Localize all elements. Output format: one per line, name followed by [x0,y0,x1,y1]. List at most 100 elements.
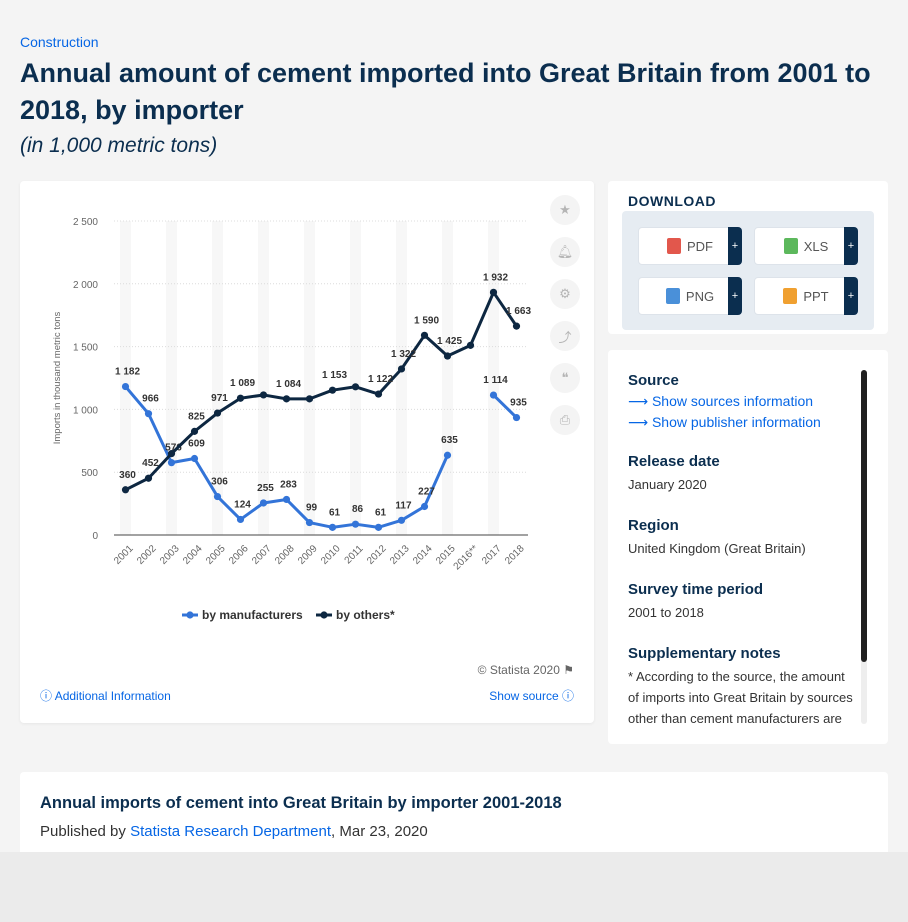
data-label: 1 182 [115,367,140,378]
data-point [374,390,383,398]
data-label: 283 [280,479,297,490]
data-point [190,427,199,435]
bell-icon[interactable]: 🔔︎ [550,237,580,267]
publisher-link[interactable]: ⟶ Show publisher information [628,414,821,430]
plus-icon[interactable]: + [844,277,858,315]
png-file-icon [665,288,680,304]
column-band [350,221,361,535]
data-label: 1 122 [368,374,393,385]
sources-link[interactable]: ⟶ Show sources information [628,393,814,409]
star-icon[interactable]: ★ [550,195,580,225]
data-point [259,499,268,507]
data-point [466,341,475,349]
data-label: 255 [257,483,274,494]
download-png-button[interactable]: PNG + [638,277,742,315]
data-point [282,395,291,403]
additional-info-link[interactable]: ⓘ Additional Information [40,689,171,703]
data-point [167,459,176,467]
x-tick-label: 2001 [112,543,136,567]
plus-icon[interactable]: + [728,277,742,315]
publication-card: Annual imports of cement into Great Brit… [20,772,888,852]
ppt-file-icon [783,288,798,304]
download-title: DOWNLOAD [628,193,716,209]
data-label: 99 [306,503,318,514]
data-point [351,520,360,528]
data-point [397,365,406,373]
y-tick-label: 500 [81,468,98,479]
data-label: 825 [188,411,205,422]
department-link[interactable]: Statista Research Department [130,823,332,840]
download-ppt-button[interactable]: PPT + [754,277,858,315]
data-point [305,395,314,403]
published-by: Published by Statista Research Departmen… [40,823,428,840]
data-label: 576 [165,443,182,454]
arrow-right-icon: ⟶ [628,393,649,409]
x-tick-label: 2003 [158,543,182,567]
info-scrollbar[interactable] [861,370,867,724]
data-point [213,492,222,501]
page-title: Annual amount of cement imported into Gr… [20,58,871,125]
download-pdf-button[interactable]: PDF + [638,227,742,265]
data-label: 452 [142,458,159,469]
column-band [442,221,453,535]
release-date-label: Release date [628,453,720,470]
y-axis-title: Imports in thousand metric tons [52,311,63,444]
data-point [121,486,130,494]
plus-icon[interactable]: + [844,227,858,265]
data-label: 117 [395,500,412,511]
scrollbar-thumb[interactable] [861,370,867,662]
show-source-link[interactable]: Show source ⓘ [489,689,574,703]
download-xls-button[interactable]: XLS + [754,227,858,265]
data-label: 124 [234,499,251,510]
y-tick-label: 1 000 [73,405,98,416]
share-icon[interactable]: ⤴ [550,321,580,351]
data-label: 1 089 [230,378,255,389]
data-point [489,391,498,399]
quote-icon[interactable]: ❝ [550,363,580,393]
publication-title: Annual imports of cement into Great Brit… [40,794,562,812]
data-point [443,352,452,360]
data-label: 1 663 [506,306,531,317]
x-tick-label: 2008 [273,543,297,567]
column-band [304,221,315,535]
download-card: DOWNLOAD PDF + XLS + PNG + PPT + [608,181,888,334]
y-tick-label: 1 500 [73,343,98,354]
pdf-file-icon [667,238,681,254]
x-tick-label: 2013 [388,543,412,567]
data-point [236,515,245,524]
series-line-others [124,290,518,492]
info-scroll-area: Source ⟶ Show sources information ⟶ Show… [628,372,854,724]
data-point [420,331,429,339]
legend-marker [320,611,328,619]
x-tick-label: 2007 [250,543,274,567]
statistic-info-card: Source ⟶ Show sources information ⟶ Show… [608,350,888,744]
y-tick-label: 2 000 [73,280,98,291]
category-link[interactable]: Construction [20,34,99,50]
y-tick-label: 0 [92,531,98,542]
print-icon[interactable]: ⎙ [550,405,580,435]
column-band [166,221,177,535]
x-tick-label: 2011 [343,543,366,566]
data-point [121,382,130,391]
x-tick-label: 2012 [365,543,389,567]
data-label: 360 [119,470,136,481]
chart-toolbar: ★ 🔔︎ ⚙ ⤴ ❝ ⎙ [550,195,580,447]
x-tick-label: 2016** [452,543,481,572]
x-tick-label: 2014 [411,543,435,567]
legend-marker [186,611,194,619]
page-header: Construction Annual amount of cement imp… [0,0,908,180]
data-point [512,413,521,422]
gear-icon[interactable]: ⚙ [550,279,580,309]
notes-value: * According to the source, the amount of… [628,669,853,724]
release-date-value: January 2020 [628,477,707,492]
data-label: 227 [418,486,435,497]
data-label: 1 084 [276,379,301,390]
data-point [512,322,521,330]
column-band [396,221,407,535]
plus-icon[interactable]: + [728,227,742,265]
legend-label: by manufacturers [202,608,303,622]
column-band [488,221,499,535]
legend-label: by others* [336,608,395,622]
x-tick-label: 2006 [227,543,251,567]
flag-icon[interactable]: ⚑ [563,663,574,677]
